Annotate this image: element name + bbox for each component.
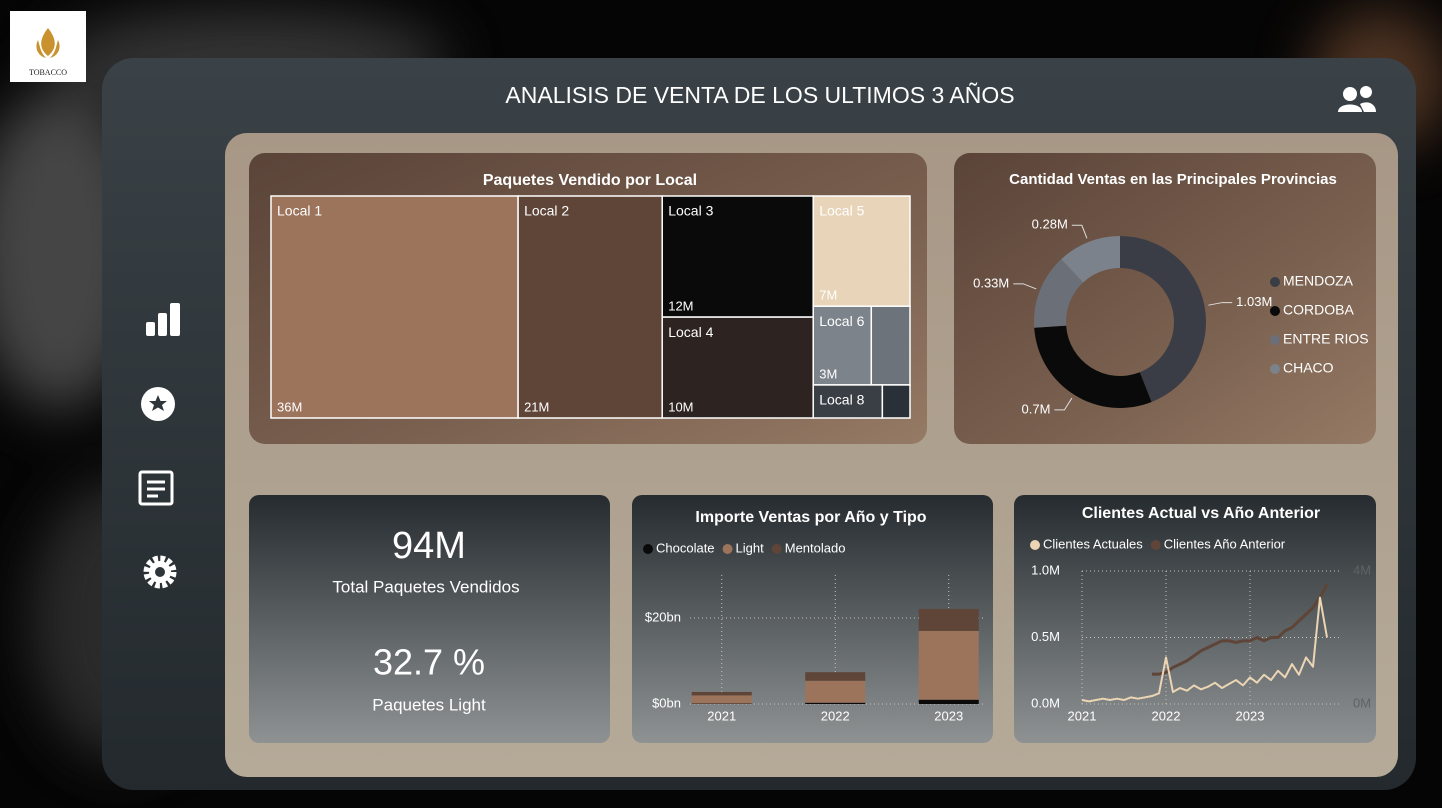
treemap-cell (661, 195, 814, 318)
bar-segment (691, 691, 752, 696)
y-tick-label: 0.0M (1031, 695, 1060, 710)
series-line (1081, 596, 1329, 703)
kpi-label: Paquetes Light (372, 695, 486, 714)
series-line (1151, 583, 1329, 676)
value-label: 12M (668, 299, 693, 314)
value-label: 0.33M (973, 275, 1009, 290)
treemap-cell (812, 195, 911, 307)
treemap-cell (812, 384, 884, 419)
cell-label: Local 6 (819, 313, 864, 329)
kpi-value: 94M (392, 525, 466, 567)
x-tick-label: 2022 (1152, 708, 1181, 723)
y-tick-label: $20bn (645, 609, 681, 624)
value-label: 0.28M (1032, 217, 1068, 232)
treemap-cell (870, 305, 911, 386)
page-title: ANALISIS DE VENTA DE LOS ULTIMOS 3 AÑOS (505, 82, 1014, 108)
cell-label: Local 4 (668, 324, 713, 340)
bar-segment (918, 699, 979, 704)
logo-text: TOBACCO (29, 68, 67, 77)
value-label: 1.03M (1236, 294, 1272, 309)
chart-title: Cantidad Ventas en las Principales Provi… (1009, 171, 1337, 188)
legend-marker (771, 544, 782, 554)
cell-label: Local 5 (819, 203, 864, 219)
line-card (1014, 495, 1376, 743)
y2-tick-label: 4M (1353, 562, 1371, 577)
x-tick-label: 2022 (821, 708, 850, 723)
donut-card (954, 153, 1376, 444)
x-tick-label: 2021 (707, 708, 736, 723)
legend-marker (1270, 335, 1280, 345)
legend-marker (722, 544, 733, 554)
donut-slice (1034, 325, 1152, 408)
legend-marker (1270, 306, 1280, 316)
legend-marker (1270, 277, 1280, 287)
report-nav-icon[interactable] (138, 470, 174, 506)
users-icon[interactable] (1338, 86, 1376, 112)
leader-line (1071, 224, 1088, 239)
cell-label: Local 1 (277, 203, 322, 219)
legend-marker (1150, 540, 1161, 550)
bar-card (632, 495, 993, 743)
bar-segment (918, 608, 979, 631)
bar-segment (805, 672, 866, 681)
y2-tick-label: 0M (1353, 695, 1371, 710)
leader-line (1054, 397, 1073, 411)
bar-segment (805, 680, 866, 703)
treemap-cell (812, 305, 873, 386)
donut-slice (1120, 236, 1206, 402)
settings-nav-icon[interactable] (143, 555, 177, 589)
value-label: 0.7M (1022, 401, 1051, 416)
legend-marker (643, 544, 653, 554)
value-label: 3M (819, 366, 837, 381)
treemap-cell (270, 195, 519, 419)
kpi-value: 32.7 % (373, 642, 485, 683)
chart-title: Clientes Actual vs Año Anterior (1082, 505, 1320, 522)
legend-label: MENDOZA (1283, 273, 1354, 289)
leader-line (1208, 302, 1233, 306)
legend-label: CHACO (1283, 360, 1334, 376)
leader-line (1013, 283, 1037, 290)
treemap-cell (661, 316, 814, 419)
value-label: 36M (277, 399, 302, 414)
legend-label: ENTRE RIOS (1283, 331, 1369, 347)
treemap-cell (517, 195, 663, 419)
legend-label: CORDOBA (1283, 302, 1354, 318)
donut-slice (1061, 236, 1120, 283)
legend-label: Mentolado (785, 540, 846, 555)
cell-label: Local 8 (819, 392, 864, 408)
chart-title: Importe Ventas por Año y Tipo (695, 509, 926, 526)
chart-nav-icon[interactable] (146, 303, 180, 336)
favorites-nav-icon[interactable] (141, 387, 175, 421)
bar-segment (918, 630, 979, 700)
y-tick-label: 0.5M (1031, 629, 1060, 644)
bar-segment (805, 702, 866, 704)
value-label: 10M (668, 399, 693, 414)
donut-slice (1034, 259, 1084, 328)
legend-marker (1030, 540, 1040, 550)
y-tick-label: $0bn (652, 695, 681, 710)
y-tick-label: 1.0M (1031, 562, 1060, 577)
x-tick-label: 2023 (934, 708, 963, 723)
legend-marker (1270, 364, 1280, 374)
legend-label: Clientes Año Anterior (1164, 536, 1286, 551)
legend-label: Chocolate (656, 540, 715, 555)
logo-flame (36, 28, 60, 58)
value-label: 7M (819, 288, 837, 303)
value-label: 21M (524, 399, 549, 414)
legend-label: Clientes Actuales (1043, 536, 1143, 551)
bar-segment (691, 695, 752, 704)
kpi-label: Total Paquetes Vendidos (332, 577, 519, 596)
kpi-card (249, 495, 610, 743)
x-tick-label: 2021 (1068, 708, 1097, 723)
legend-label: Light (736, 540, 765, 555)
cell-label: Local 3 (668, 203, 713, 219)
x-tick-label: 2023 (1236, 708, 1265, 723)
treemap-cell (881, 384, 911, 419)
chart-title: Paquetes Vendido por Local (483, 172, 697, 189)
cell-label: Local 2 (524, 203, 569, 219)
